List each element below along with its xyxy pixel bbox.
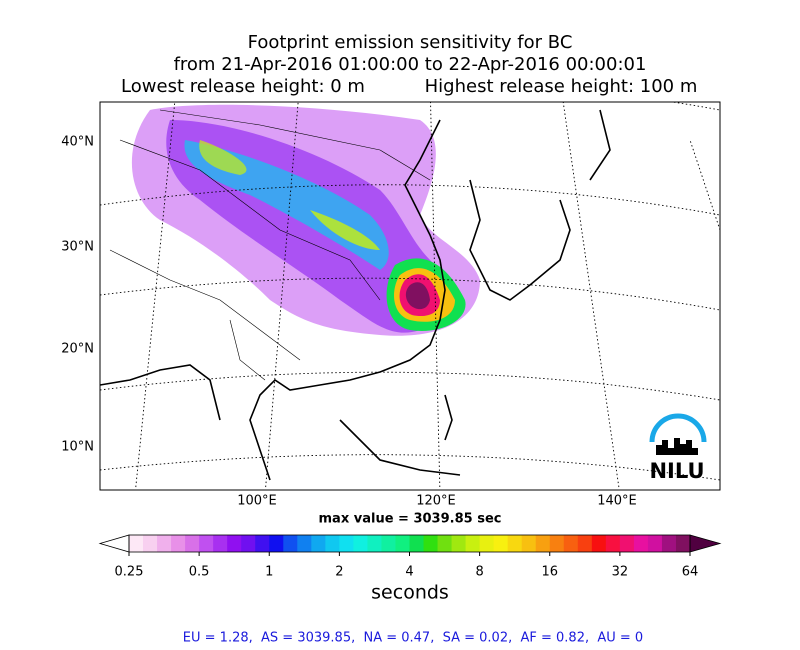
colorbar-segment xyxy=(619,535,635,552)
subtitle: from 21-Apr-2016 01:00:00 to 22-Apr-2016… xyxy=(174,54,647,75)
colorbar-label: seconds xyxy=(371,582,449,604)
colorbar-segment xyxy=(493,535,509,552)
colorbar-segment xyxy=(353,535,368,552)
colorbar-segment xyxy=(409,535,425,552)
colorbar-tick-label: 1 xyxy=(265,565,273,580)
colorbar-segment xyxy=(199,535,214,552)
colorbar-segment xyxy=(521,535,537,552)
lon-label: 120°E xyxy=(416,494,456,509)
colorbar-segment xyxy=(563,535,579,552)
colorbar-segment xyxy=(143,535,158,552)
colorbar-segment xyxy=(339,535,354,552)
colorbar-segment xyxy=(605,535,621,552)
colorbar-segment xyxy=(535,535,551,552)
colorbar-segment xyxy=(395,535,410,552)
colorbar-segment xyxy=(157,535,172,552)
lon-label: 140°E xyxy=(597,494,637,509)
colorbar-segment xyxy=(325,535,340,552)
release-high: Highest release height: 100 m xyxy=(425,76,698,97)
colorbar-segment xyxy=(213,535,228,552)
map-frame xyxy=(99,101,721,491)
colorbar-segment xyxy=(423,535,439,552)
colorbar-segment xyxy=(269,535,284,552)
colorbar-tick-label: 64 xyxy=(682,565,699,580)
colorbar-tick-label: 2 xyxy=(335,565,343,580)
colorbar-segment xyxy=(451,535,467,552)
colorbar-segment xyxy=(591,535,607,552)
logo-text: NILU xyxy=(649,459,704,483)
release-low: Lowest release height: 0 m xyxy=(121,76,365,97)
max-value: max value = 3039.85 sec xyxy=(319,512,502,527)
colorbar-segment xyxy=(661,535,677,552)
colorbar-tick-label: 0.25 xyxy=(115,565,144,580)
colorbar: 0.25 0.5 1 2 4 8 16 32 64 xyxy=(98,534,722,580)
colorbar-segment xyxy=(381,535,396,552)
colorbar-segment xyxy=(549,535,565,552)
colorbar-segment xyxy=(647,535,663,552)
colorbar-segment xyxy=(129,535,144,552)
colorbar-segment xyxy=(311,535,326,552)
colorbar-tick-label: 16 xyxy=(541,565,558,580)
map: NILU xyxy=(100,102,720,490)
colorbar-segment xyxy=(465,535,481,552)
colorbar-tick-label: 32 xyxy=(612,565,629,580)
colorbar-under xyxy=(98,534,130,553)
colorbar-segment xyxy=(241,535,256,552)
colorbar-segment xyxy=(171,535,186,552)
lat-label: 30°N xyxy=(61,240,94,255)
colorbar-segment xyxy=(577,535,593,552)
colorbar-over xyxy=(689,534,722,553)
colorbar-segment xyxy=(227,535,242,552)
lat-label: 20°N xyxy=(61,342,94,357)
colorbar-segment xyxy=(633,535,649,552)
colorbar-segment xyxy=(283,535,298,552)
colorbar-segment xyxy=(675,535,691,552)
colorbar-tick-label: 4 xyxy=(405,565,413,580)
lat-label: 40°N xyxy=(61,135,94,150)
colorbar-segment xyxy=(297,535,312,552)
colorbar-segment xyxy=(367,535,382,552)
colorbar-tick-label: 8 xyxy=(475,565,483,580)
colorbar-segment xyxy=(185,535,200,552)
lat-label: 10°N xyxy=(61,440,94,455)
colorbar-segment xyxy=(479,535,495,552)
colorbar-segment xyxy=(507,535,523,552)
stats: EU = 1.28, AS = 3039.85, NA = 0.47, SA =… xyxy=(183,631,643,646)
colorbar-segment xyxy=(255,535,270,552)
lon-label: 100°E xyxy=(237,494,277,509)
colorbar-segment xyxy=(437,535,453,552)
title: Footprint emission sensitivity for BC xyxy=(248,32,573,53)
colorbar-tick-label: 0.5 xyxy=(189,565,210,580)
